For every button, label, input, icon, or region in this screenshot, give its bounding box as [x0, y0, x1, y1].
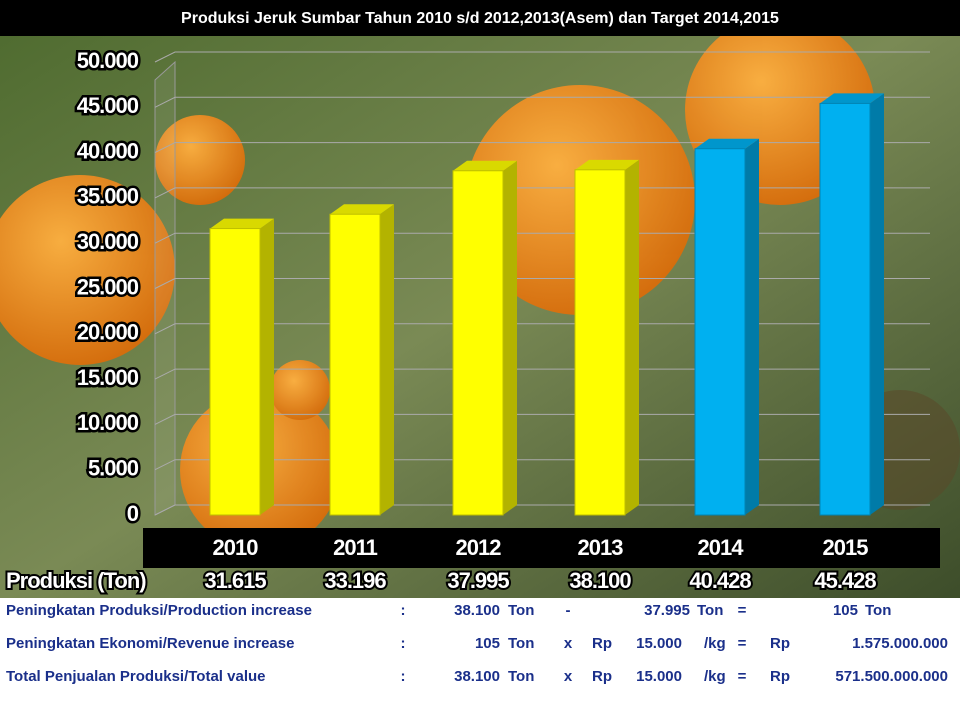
table-cell: Ton [508, 668, 534, 685]
table-cell: 1.575.000.000 [852, 635, 948, 652]
title-bar [0, 0, 960, 36]
bar-side [380, 204, 394, 515]
bar-side [260, 218, 274, 515]
table-cell: 15.000 [636, 635, 682, 652]
value-label: 31.615 [204, 568, 266, 593]
table-cell: 37.995 [644, 602, 690, 619]
grid-line [154, 413, 930, 425]
value-label: 33.196 [324, 568, 386, 593]
table-cell: 38.100 [454, 602, 500, 619]
value-label: 45.428 [814, 568, 876, 593]
x-tick-label: 2014 [698, 535, 745, 560]
table-cell: 38.100 [454, 668, 500, 685]
plot-wall [154, 60, 176, 516]
bar-top [330, 204, 394, 215]
y-tick-label: 30.000 [77, 229, 139, 254]
y-tick-label: 20.000 [77, 320, 139, 345]
bar-side [870, 93, 884, 516]
grid-line [154, 187, 930, 199]
table-cell: Rp [770, 668, 790, 685]
table-cell: /kg [704, 668, 726, 685]
table-cell: /kg [704, 635, 726, 652]
y-tick-label: 10.000 [77, 410, 139, 435]
table-cell: Rp [592, 668, 612, 685]
chart-title: Produksi Jeruk Sumbar Tahun 2010 s/d 201… [181, 10, 779, 27]
bar-top [210, 218, 274, 229]
value-label: 37.995 [447, 568, 509, 593]
bar-top [695, 138, 759, 149]
grid-line [154, 459, 930, 471]
table-cell: x [564, 635, 573, 652]
bar [574, 169, 626, 516]
x-tick-label: 2015 [823, 535, 869, 560]
bar-top [820, 93, 884, 104]
grid-line [154, 323, 930, 335]
grid-line [154, 232, 930, 244]
y-tick-label: 25.000 [77, 274, 139, 299]
y-tick-label: 15.000 [77, 365, 139, 390]
y-tick-label: 40.000 [77, 138, 139, 163]
grid-line [154, 96, 930, 108]
table-cell: = [738, 668, 747, 685]
table-cell: = [738, 635, 747, 652]
bar [209, 228, 261, 516]
grid-line [154, 504, 930, 516]
y-tick-label: 45.000 [77, 93, 139, 118]
table-cell: : [401, 635, 406, 652]
table-cell: Ton [508, 602, 534, 619]
grid-line [154, 51, 930, 63]
table-cell: Ton [865, 602, 891, 619]
table-cell: Rp [592, 635, 612, 652]
category-band [143, 528, 940, 568]
y-tick-label: 50.000 [77, 48, 139, 73]
bar [694, 148, 746, 516]
x-tick-label: 2013 [578, 535, 624, 560]
summary-table [0, 598, 960, 694]
table-cell: = [738, 602, 747, 619]
table-cell: Rp [770, 635, 790, 652]
table-cell: : [401, 602, 406, 619]
grid-line [154, 368, 930, 380]
value-label: 38.100 [569, 568, 631, 593]
bar-side [625, 159, 639, 515]
bar-side [745, 138, 759, 515]
bar [329, 213, 381, 516]
table-cell: Peningkatan Ekonomi/Revenue increase [6, 635, 294, 652]
bar-top [453, 160, 517, 171]
y-tick-label: 5.000 [88, 456, 139, 481]
table-cell: Ton [508, 635, 534, 652]
bar [819, 102, 871, 516]
table-cell: 105 [833, 602, 858, 619]
table-cell: Peningkatan Produksi/Production increase [6, 602, 312, 619]
table-cell: 15.000 [636, 668, 682, 685]
grid-line [154, 278, 930, 289]
table-cell: Total Penjualan Produksi/Total value [6, 668, 266, 685]
x-tick-label: 2010 [213, 535, 259, 560]
table-cell: Ton [697, 602, 723, 619]
value-label: 40.428 [689, 568, 751, 593]
table-cell: 571.500.000.000 [835, 668, 948, 685]
bar-top [575, 159, 639, 170]
values-row-label: Produksi (Ton) [6, 568, 146, 593]
table-cell: : [401, 668, 406, 685]
x-tick-label: 2011 [333, 535, 377, 560]
table-cell: - [566, 602, 571, 619]
y-tick-label: 35.000 [77, 184, 139, 209]
grid-line [154, 142, 930, 154]
table-cell: x [564, 668, 573, 685]
x-tick-label: 2012 [456, 535, 502, 560]
table-cell: 105 [475, 635, 500, 652]
bar-side [503, 160, 517, 515]
y-tick-label: 0 [127, 501, 139, 526]
bar [452, 170, 504, 516]
